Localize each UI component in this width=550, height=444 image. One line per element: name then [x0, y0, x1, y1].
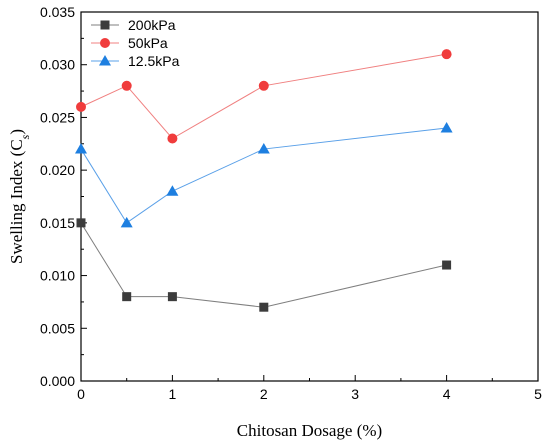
data-point: [167, 133, 178, 144]
legend-entry: 50kPa: [91, 35, 168, 51]
data-point: [121, 80, 132, 91]
data-point: [76, 101, 86, 112]
data-point: [75, 143, 87, 154]
data-point: [257, 143, 270, 154]
y-tick-label: 0.010: [40, 268, 75, 284]
y-tick-label: 0.030: [40, 57, 75, 73]
x-tick-label: 2: [260, 386, 268, 402]
legend-marker: [100, 38, 110, 48]
x-tick-label: 4: [443, 386, 451, 402]
data-point: [441, 49, 452, 60]
series-line: [80, 222, 447, 308]
data-point: [442, 260, 452, 270]
y-tick-label: 0.005: [40, 320, 75, 336]
series-50kPa: [76, 49, 452, 144]
x-tick-label: 0: [77, 386, 85, 402]
legend-marker: [100, 20, 110, 30]
series-200kPa: [76, 218, 452, 312]
y-tick-label: 0.000: [40, 373, 75, 389]
legend-label: 200kPa: [128, 17, 176, 33]
data-point: [122, 292, 132, 302]
data-point: [120, 216, 133, 228]
y-axis-title-suffix: ): [7, 129, 26, 135]
y-tick-label: 0.035: [40, 4, 75, 20]
data-point: [258, 80, 269, 91]
y-axis-title-subscript: s: [18, 134, 32, 139]
legend-marker: [99, 55, 111, 66]
series-line: [80, 127, 447, 224]
legend: 200kPa 50kPa 12.5kPa: [91, 17, 180, 69]
data-series: [75, 49, 453, 312]
legend-label: 50kPa: [128, 35, 168, 51]
legend-entry: 200kPa: [91, 17, 176, 33]
legend-label: 12.5kPa: [128, 53, 180, 69]
x-axis-title: Chitosan Dosage (%): [237, 421, 382, 440]
y-tick-label: 0.020: [40, 162, 75, 178]
series-12.5kPa: [75, 121, 453, 228]
x-tick-label: 5: [534, 386, 542, 402]
y-axis-title-main: Swelling Index (C: [7, 139, 26, 264]
x-tick-label: 1: [169, 386, 177, 402]
legend-entry: 12.5kPa: [91, 53, 180, 69]
data-point: [440, 121, 453, 133]
data-point: [166, 185, 179, 196]
x-tick-label: 3: [351, 386, 359, 402]
axes: 0 1 2 3 4 5 0.000 0.005 0.010 0.015 0.020 0.025 0.03…: [40, 4, 542, 402]
y-tick-label: 0.025: [40, 109, 75, 125]
y-axis-title: Swelling Index (Cs): [7, 129, 32, 264]
data-point: [76, 218, 86, 228]
data-point: [167, 292, 177, 302]
y-tick-label: 0.015: [40, 215, 75, 231]
data-point: [259, 302, 269, 312]
